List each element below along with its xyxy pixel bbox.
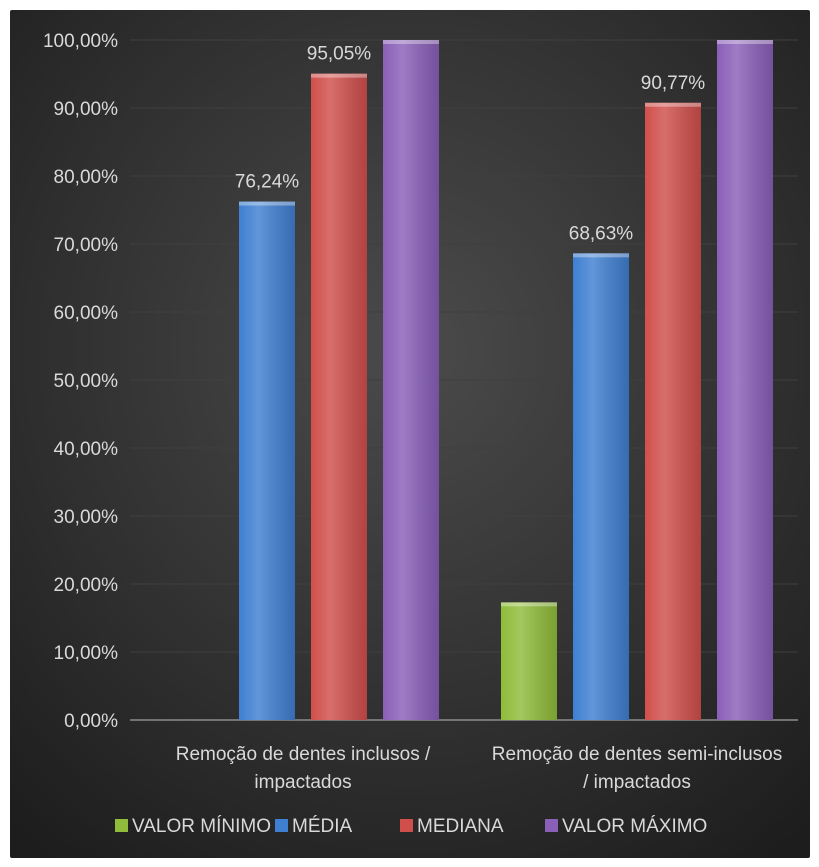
legend-label: VALOR MÁXIMO <box>562 816 707 837</box>
chart-frame: 0,00% 10,00% 20,00% 30,00% 40,00% 50,00% 60,00… <box>10 10 810 858</box>
y-tick-label: 50,00% <box>54 371 119 392</box>
bar-shine <box>645 102 701 721</box>
legend-swatch <box>275 819 288 832</box>
bar-top-highlight <box>717 40 773 44</box>
bar-shine <box>239 201 295 720</box>
bar-shine <box>501 602 557 720</box>
data-label: 68,63% <box>569 223 634 244</box>
legend-label: VALOR MÍNIMO <box>132 816 271 837</box>
bar-top-highlight <box>311 73 367 78</box>
data-label: 90,77% <box>641 73 706 94</box>
category-label: / impactados <box>583 772 691 793</box>
category-label: impactados <box>254 772 351 793</box>
bar-top-highlight <box>501 602 557 607</box>
bar-shine <box>573 253 629 721</box>
bar-chart: 0,00% 10,00% 20,00% 30,00% 40,00% 50,00% 60,00… <box>10 10 810 858</box>
legend-item: VALOR MÁXIMO <box>545 816 707 837</box>
bar-top-highlight <box>383 40 439 44</box>
category-label: Remoção de dentes semi-inclusos <box>492 744 782 765</box>
data-label: 95,05% <box>307 44 372 65</box>
data-label: 76,24% <box>235 172 300 193</box>
legend-label: MEDIANA <box>417 816 504 837</box>
y-tick-label: 80,00% <box>54 167 119 188</box>
bar-top-highlight <box>239 201 295 206</box>
legend-swatch <box>400 819 413 832</box>
y-tick-label: 100,00% <box>43 31 118 52</box>
bars <box>239 40 773 721</box>
bar-shine <box>311 73 367 720</box>
bar-top-highlight <box>573 253 629 258</box>
y-tick-label: 60,00% <box>54 303 119 324</box>
x-axis-categories: Remoção de dentes inclusos / impactados Re… <box>176 744 782 793</box>
legend-swatch <box>545 819 558 832</box>
y-axis-ticks: 0,00% 10,00% 20,00% 30,00% 40,00% 50,00% 60,00… <box>43 31 118 732</box>
y-tick-label: 90,00% <box>54 99 119 120</box>
legend-swatch <box>115 819 128 832</box>
y-tick-label: 70,00% <box>54 235 119 256</box>
y-tick-label: 30,00% <box>54 507 119 528</box>
y-tick-label: 10,00% <box>54 643 119 664</box>
legend-item: MEDIANA <box>400 816 504 837</box>
legend-item: MÉDIA <box>275 816 353 837</box>
legend: VALOR MÍNIMO MÉDIA MEDIANA VALOR MÁXIMO <box>115 816 707 837</box>
y-tick-label: 40,00% <box>54 439 119 460</box>
legend-item: VALOR MÍNIMO <box>115 816 271 837</box>
bar-shine <box>383 40 439 720</box>
category-label: Remoção de dentes inclusos / <box>176 744 431 765</box>
y-tick-label: 20,00% <box>54 575 119 596</box>
bar-top-highlight <box>645 102 701 107</box>
bar-shine <box>717 40 773 720</box>
legend-label: MÉDIA <box>292 816 353 837</box>
data-labels: 76,24% 95,05% 68,63% 90,77% <box>235 44 706 245</box>
y-tick-label: 0,00% <box>64 711 118 732</box>
